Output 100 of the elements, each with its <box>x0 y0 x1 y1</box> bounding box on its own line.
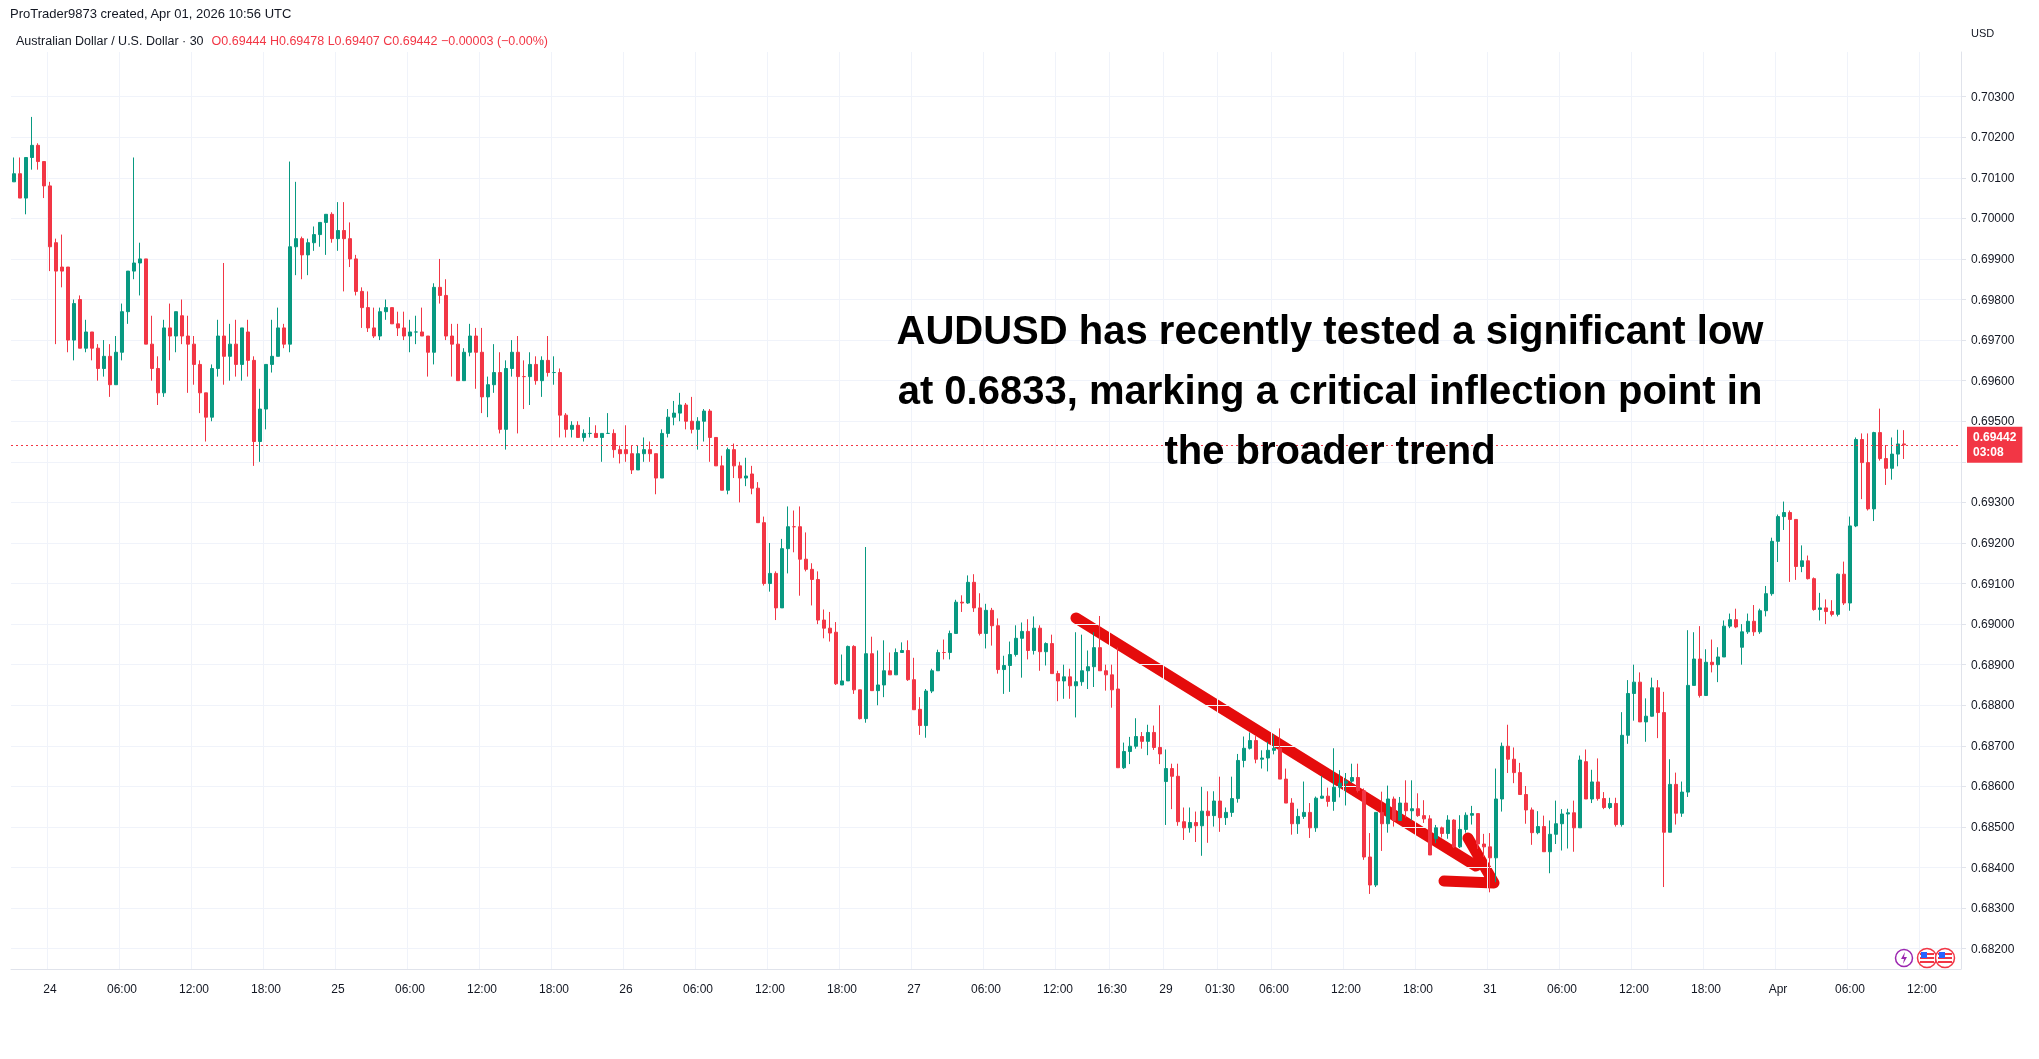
candlestick <box>1038 624 1042 672</box>
candlestick <box>1506 724 1510 774</box>
candlestick <box>996 617 1000 675</box>
candlestick <box>696 416 700 451</box>
candlestick <box>1146 724 1150 756</box>
candlestick <box>216 319 220 378</box>
y-tick-label: 0.69600 <box>1971 373 2015 388</box>
candlestick <box>774 570 778 621</box>
candlestick <box>1692 631 1696 686</box>
candlestick <box>1584 748 1588 800</box>
candlestick <box>960 594 964 613</box>
x-tick-label: 18:00 <box>538 982 570 996</box>
candlestick <box>1416 792 1420 818</box>
x-tick-label: 24 <box>43 982 57 996</box>
candlestick <box>1440 826 1444 839</box>
candlestick <box>792 510 796 553</box>
candlestick <box>510 339 514 378</box>
candlestick <box>438 258 442 305</box>
candlestick <box>24 157 28 215</box>
candlestick <box>1272 733 1276 755</box>
candlestick <box>852 644 856 695</box>
candlestick <box>534 355 538 386</box>
candlestick <box>1770 537 1774 597</box>
candlestick <box>1848 516 1852 612</box>
candlestick <box>318 221 322 248</box>
x-tick-label: 06:00 <box>970 982 1002 996</box>
candlestick <box>420 307 424 337</box>
candlestick <box>570 420 574 438</box>
candlestick <box>1098 615 1102 672</box>
candlestick <box>1566 808 1570 849</box>
candlestick <box>1422 799 1426 824</box>
candlestick <box>132 157 136 280</box>
candlestick <box>1356 763 1360 793</box>
candlestick <box>1548 819 1552 874</box>
candlestick <box>552 355 556 386</box>
candlestick <box>1296 808 1300 835</box>
candlestick <box>1218 776 1222 833</box>
candlestick <box>258 388 262 463</box>
candlestick <box>1338 769 1342 798</box>
candlestick <box>882 639 886 698</box>
candlestick <box>1080 634 1084 687</box>
candlestick <box>378 307 382 341</box>
candlestick <box>1428 814 1432 856</box>
candlestick <box>762 516 766 587</box>
candlestick <box>444 278 448 341</box>
y-tick-label: 0.68300 <box>1971 901 2015 916</box>
candlestick <box>972 573 976 613</box>
candlestick <box>300 236 304 280</box>
candlestick <box>516 335 520 434</box>
candlestick <box>1074 631 1078 718</box>
candlestick <box>1032 615 1036 656</box>
x-tick-label: 06:00 <box>1258 982 1290 996</box>
candlestick <box>1212 790 1216 828</box>
x-tick-label: 06:00 <box>682 982 714 996</box>
candlestick <box>1122 742 1126 770</box>
candlestick <box>1092 631 1096 688</box>
candlestick <box>858 689 862 720</box>
candlestick <box>1236 753 1240 804</box>
annotation: AUDUSD has recently tested a significant low at 0.6833, marking a critical inflection point in the broader trend <box>895 307 1765 474</box>
candlestick <box>1248 731 1252 750</box>
candlestick <box>948 630 952 660</box>
candlestick <box>1230 776 1234 818</box>
candlestick <box>1398 796 1402 821</box>
candlestick <box>1806 555 1810 580</box>
candlestick <box>372 307 376 339</box>
x-tick-label: 18:00 <box>1402 982 1434 996</box>
candlestick <box>1686 629 1690 798</box>
x-tick-label: 31 <box>1483 982 1497 996</box>
candlestick <box>168 303 172 361</box>
x-tick-label: 06:00 <box>106 982 138 996</box>
candlestick <box>618 445 622 464</box>
candlestick <box>360 286 364 329</box>
candlestick <box>1854 436 1858 528</box>
candlestick <box>114 335 118 386</box>
x-tick-label: 06:00 <box>1546 982 1578 996</box>
candlestick <box>174 311 178 353</box>
candlestick <box>1068 668 1072 700</box>
candlestick <box>348 221 352 268</box>
candlestick <box>600 432 604 463</box>
candlestick <box>660 428 664 479</box>
candlestick <box>90 331 94 361</box>
candlestick <box>1824 598 1828 625</box>
candlestick <box>180 299 184 345</box>
candlestick <box>1644 697 1648 743</box>
candlestick <box>738 461 742 503</box>
candlestick <box>780 538 784 609</box>
candlestick <box>606 412 610 434</box>
candlestick <box>744 457 748 487</box>
candlestick <box>36 142 40 171</box>
candlestick <box>1794 518 1798 581</box>
x-tick-label: 12:00 <box>466 982 498 996</box>
candlestick <box>462 347 466 382</box>
candlestick <box>408 319 412 353</box>
candlestick <box>1206 790 1210 844</box>
candlestick <box>228 323 232 382</box>
candlestick <box>816 570 820 625</box>
candlestick <box>354 254 358 296</box>
candlestick <box>366 290 370 333</box>
candlestick <box>456 323 460 382</box>
candlestick <box>1266 741 1270 772</box>
